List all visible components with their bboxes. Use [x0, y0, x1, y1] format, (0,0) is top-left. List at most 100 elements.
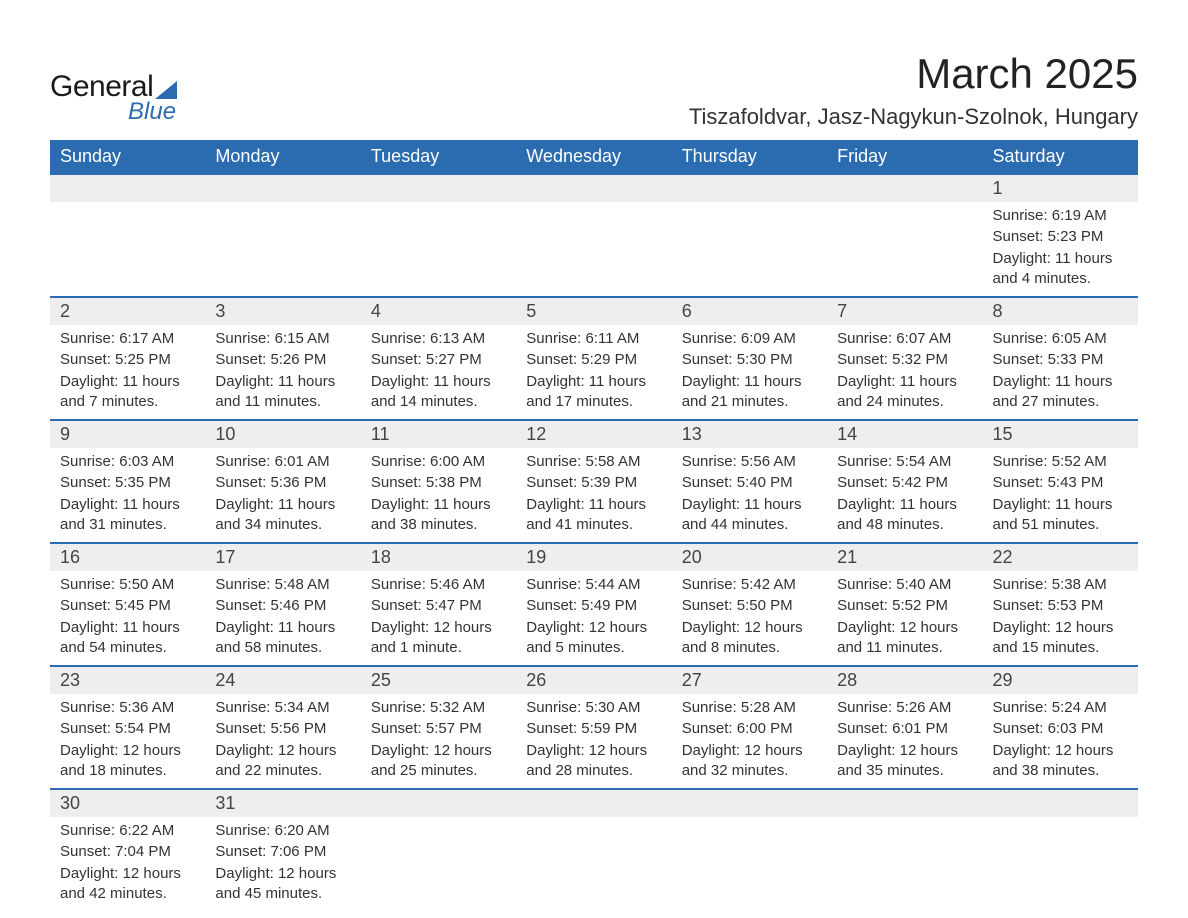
day-number-cell	[516, 789, 671, 817]
day-detail-cell: Sunrise: 5:58 AMSunset: 5:39 PMDaylight:…	[516, 448, 671, 543]
day-detail-cell: Sunrise: 6:15 AMSunset: 5:26 PMDaylight:…	[205, 325, 360, 420]
sunset-line: Sunset: 5:53 PM	[993, 596, 1128, 616]
day-number-cell: 31	[205, 789, 360, 817]
sunrise-line: Sunrise: 6:01 AM	[215, 452, 350, 472]
sunset-line: Sunset: 5:50 PM	[682, 596, 817, 616]
sunset-line: Sunset: 7:06 PM	[215, 842, 350, 862]
day-detail-row: Sunrise: 5:36 AMSunset: 5:54 PMDaylight:…	[50, 694, 1138, 789]
sunset-line: Sunset: 5:26 PM	[215, 350, 350, 370]
sunset-line: Sunset: 5:27 PM	[371, 350, 506, 370]
day-detail-cell: Sunrise: 6:13 AMSunset: 5:27 PMDaylight:…	[361, 325, 516, 420]
daylight-line: Daylight: 12 hours and 15 minutes.	[993, 618, 1128, 659]
day-number-cell	[50, 174, 205, 202]
sunset-line: Sunset: 5:32 PM	[837, 350, 972, 370]
sunset-line: Sunset: 5:42 PM	[837, 473, 972, 493]
day-detail-cell: Sunrise: 6:17 AMSunset: 5:25 PMDaylight:…	[50, 325, 205, 420]
sunrise-line: Sunrise: 5:52 AM	[993, 452, 1128, 472]
day-detail-cell	[516, 817, 671, 911]
day-number-row: 9101112131415	[50, 420, 1138, 448]
day-number-cell: 29	[983, 666, 1138, 694]
day-detail-cell: Sunrise: 6:07 AMSunset: 5:32 PMDaylight:…	[827, 325, 982, 420]
weekday-header: Tuesday	[361, 140, 516, 174]
daylight-line: Daylight: 11 hours and 54 minutes.	[60, 618, 195, 659]
day-detail-row: Sunrise: 6:22 AMSunset: 7:04 PMDaylight:…	[50, 817, 1138, 911]
location-subtitle: Tiszafoldvar, Jasz-Nagykun-Szolnok, Hung…	[689, 104, 1138, 130]
logo-triangle-icon	[155, 81, 177, 99]
sunset-line: Sunset: 5:23 PM	[993, 227, 1128, 247]
sunset-line: Sunset: 6:00 PM	[682, 719, 817, 739]
sunset-line: Sunset: 6:03 PM	[993, 719, 1128, 739]
sunrise-line: Sunrise: 5:58 AM	[526, 452, 661, 472]
day-number-cell: 27	[672, 666, 827, 694]
daylight-line: Daylight: 11 hours and 48 minutes.	[837, 495, 972, 536]
daylight-line: Daylight: 12 hours and 8 minutes.	[682, 618, 817, 659]
day-number-cell	[672, 174, 827, 202]
sunrise-line: Sunrise: 5:48 AM	[215, 575, 350, 595]
daylight-line: Daylight: 11 hours and 17 minutes.	[526, 372, 661, 413]
daylight-line: Daylight: 12 hours and 32 minutes.	[682, 741, 817, 782]
day-number-cell: 17	[205, 543, 360, 571]
day-number-cell: 20	[672, 543, 827, 571]
calendar-table: Sunday Monday Tuesday Wednesday Thursday…	[50, 140, 1138, 911]
sunrise-line: Sunrise: 6:22 AM	[60, 821, 195, 841]
day-number-cell	[983, 789, 1138, 817]
daylight-line: Daylight: 12 hours and 28 minutes.	[526, 741, 661, 782]
day-detail-cell: Sunrise: 5:28 AMSunset: 6:00 PMDaylight:…	[672, 694, 827, 789]
day-number-cell: 18	[361, 543, 516, 571]
weekday-header: Friday	[827, 140, 982, 174]
daylight-line: Daylight: 11 hours and 44 minutes.	[682, 495, 817, 536]
day-detail-cell: Sunrise: 5:30 AMSunset: 5:59 PMDaylight:…	[516, 694, 671, 789]
day-detail-cell: Sunrise: 6:22 AMSunset: 7:04 PMDaylight:…	[50, 817, 205, 911]
sunset-line: Sunset: 5:25 PM	[60, 350, 195, 370]
day-detail-cell: Sunrise: 5:38 AMSunset: 5:53 PMDaylight:…	[983, 571, 1138, 666]
daylight-line: Daylight: 12 hours and 25 minutes.	[371, 741, 506, 782]
sunrise-line: Sunrise: 6:19 AM	[993, 206, 1128, 226]
month-title: March 2025	[689, 50, 1138, 98]
daylight-line: Daylight: 11 hours and 58 minutes.	[215, 618, 350, 659]
sunrise-line: Sunrise: 6:03 AM	[60, 452, 195, 472]
day-detail-cell	[827, 817, 982, 911]
day-number-cell: 15	[983, 420, 1138, 448]
day-detail-cell: Sunrise: 6:01 AMSunset: 5:36 PMDaylight:…	[205, 448, 360, 543]
day-number-cell: 11	[361, 420, 516, 448]
day-detail-cell: Sunrise: 6:20 AMSunset: 7:06 PMDaylight:…	[205, 817, 360, 911]
day-number-cell: 23	[50, 666, 205, 694]
daylight-line: Daylight: 11 hours and 21 minutes.	[682, 372, 817, 413]
day-detail-cell: Sunrise: 6:11 AMSunset: 5:29 PMDaylight:…	[516, 325, 671, 420]
weekday-header: Thursday	[672, 140, 827, 174]
sunset-line: Sunset: 5:30 PM	[682, 350, 817, 370]
day-number-cell: 22	[983, 543, 1138, 571]
weekday-header: Monday	[205, 140, 360, 174]
day-detail-cell: Sunrise: 5:52 AMSunset: 5:43 PMDaylight:…	[983, 448, 1138, 543]
sunrise-line: Sunrise: 5:30 AM	[526, 698, 661, 718]
day-number-cell	[361, 789, 516, 817]
sunset-line: Sunset: 7:04 PM	[60, 842, 195, 862]
day-number-row: 3031	[50, 789, 1138, 817]
sunset-line: Sunset: 5:39 PM	[526, 473, 661, 493]
day-number-cell: 2	[50, 297, 205, 325]
daylight-line: Daylight: 11 hours and 11 minutes.	[215, 372, 350, 413]
daylight-line: Daylight: 12 hours and 42 minutes.	[60, 864, 195, 905]
sunrise-line: Sunrise: 5:54 AM	[837, 452, 972, 472]
day-number-cell: 21	[827, 543, 982, 571]
weekday-header: Sunday	[50, 140, 205, 174]
day-number-row: 16171819202122	[50, 543, 1138, 571]
sunset-line: Sunset: 5:36 PM	[215, 473, 350, 493]
daylight-line: Daylight: 11 hours and 4 minutes.	[993, 249, 1128, 290]
day-number-cell: 10	[205, 420, 360, 448]
sunset-line: Sunset: 5:43 PM	[993, 473, 1128, 493]
sunset-line: Sunset: 5:56 PM	[215, 719, 350, 739]
sunrise-line: Sunrise: 6:15 AM	[215, 329, 350, 349]
day-number-cell	[827, 174, 982, 202]
day-detail-cell: Sunrise: 5:34 AMSunset: 5:56 PMDaylight:…	[205, 694, 360, 789]
sunrise-line: Sunrise: 6:00 AM	[371, 452, 506, 472]
day-detail-row: Sunrise: 5:50 AMSunset: 5:45 PMDaylight:…	[50, 571, 1138, 666]
sunrise-line: Sunrise: 5:36 AM	[60, 698, 195, 718]
day-number-cell: 3	[205, 297, 360, 325]
daylight-line: Daylight: 12 hours and 35 minutes.	[837, 741, 972, 782]
sunset-line: Sunset: 5:46 PM	[215, 596, 350, 616]
sunrise-line: Sunrise: 5:38 AM	[993, 575, 1128, 595]
day-detail-cell: Sunrise: 5:40 AMSunset: 5:52 PMDaylight:…	[827, 571, 982, 666]
sunrise-line: Sunrise: 5:44 AM	[526, 575, 661, 595]
sunrise-line: Sunrise: 6:17 AM	[60, 329, 195, 349]
